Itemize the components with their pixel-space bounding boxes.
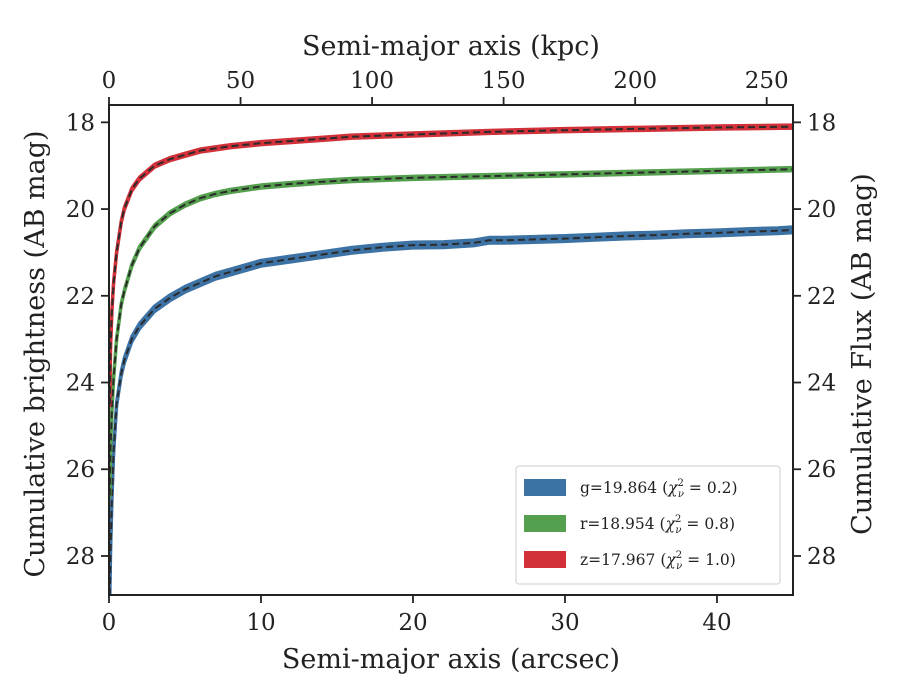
right-y-tick-label: 20: [807, 197, 836, 223]
y-tick-label: 26: [66, 457, 95, 483]
y-tick-label: 22: [66, 284, 95, 310]
right-y-tick-label: 22: [807, 284, 836, 310]
top-x-axis-label: Semi-major axis (kpc): [302, 31, 600, 62]
series-layer: [109, 123, 793, 595]
series-line-1: [109, 167, 793, 496]
legend-swatch-2: [524, 551, 566, 568]
y-tick-label: 28: [66, 544, 95, 570]
top-x-tick-label: 0: [102, 68, 117, 94]
legend-label-0: g=19.864 (χ2 ν = 0.2): [580, 478, 738, 500]
legend-swatch-1: [524, 515, 566, 532]
y-tick-label: 18: [66, 110, 95, 136]
legend: g=19.864 (χ2 ν = 0.2) r=18.954 (χ2 ν = 0.8)…: [515, 465, 781, 585]
legend-swatch-0: [524, 479, 566, 496]
right-y-tick-label: 28: [807, 544, 836, 570]
right-y-axis: 18 20 22 24 26 28: [793, 110, 836, 570]
y-axis-label: Cumulative brightness (AB mag): [20, 130, 51, 577]
top-x-axis: 0 50 100 150 200 250: [102, 68, 789, 105]
x-tick-label: 0: [102, 610, 117, 636]
left-y-axis: 18 20 22 24 26 28: [66, 110, 109, 570]
right-y-tick-label: 26: [807, 457, 836, 483]
top-x-tick-label: 50: [226, 68, 255, 94]
series-model-line-2: [109, 125, 793, 405]
legend-label-1: r=18.954 (χ2 ν = 0.8): [580, 514, 735, 536]
x-tick-label: 30: [550, 610, 579, 636]
x-axis-label: Semi-major axis (arcsec): [282, 644, 620, 675]
right-y-tick-label: 24: [807, 371, 836, 397]
y-tick-label: 20: [66, 197, 95, 223]
y-tick-label: 24: [66, 371, 95, 397]
series-band-1: [109, 165, 793, 499]
x-tick-label: 40: [702, 610, 731, 636]
series-model-line-1: [109, 168, 793, 496]
series-band-2: [109, 123, 793, 408]
legend-box: [515, 465, 781, 585]
top-x-tick-label: 150: [482, 68, 526, 94]
x-tick-label: 20: [398, 610, 427, 636]
legend-label-2: z=17.967 (χ2 ν = 1.0): [580, 550, 736, 572]
top-x-tick-label: 250: [745, 68, 789, 94]
bottom-x-axis: 0 10 20 30 40: [102, 595, 732, 636]
right-y-tick-label: 18: [807, 110, 836, 136]
top-x-tick-label: 200: [613, 68, 657, 94]
right-y-axis-label: Cumulative Flux (AB mag): [847, 173, 878, 535]
top-x-tick-label: 100: [350, 68, 394, 94]
series-band-0: [109, 225, 793, 595]
series-model-line-0: [109, 228, 793, 595]
axes-frame: [108, 104, 794, 596]
x-tick-label: 10: [246, 610, 275, 636]
